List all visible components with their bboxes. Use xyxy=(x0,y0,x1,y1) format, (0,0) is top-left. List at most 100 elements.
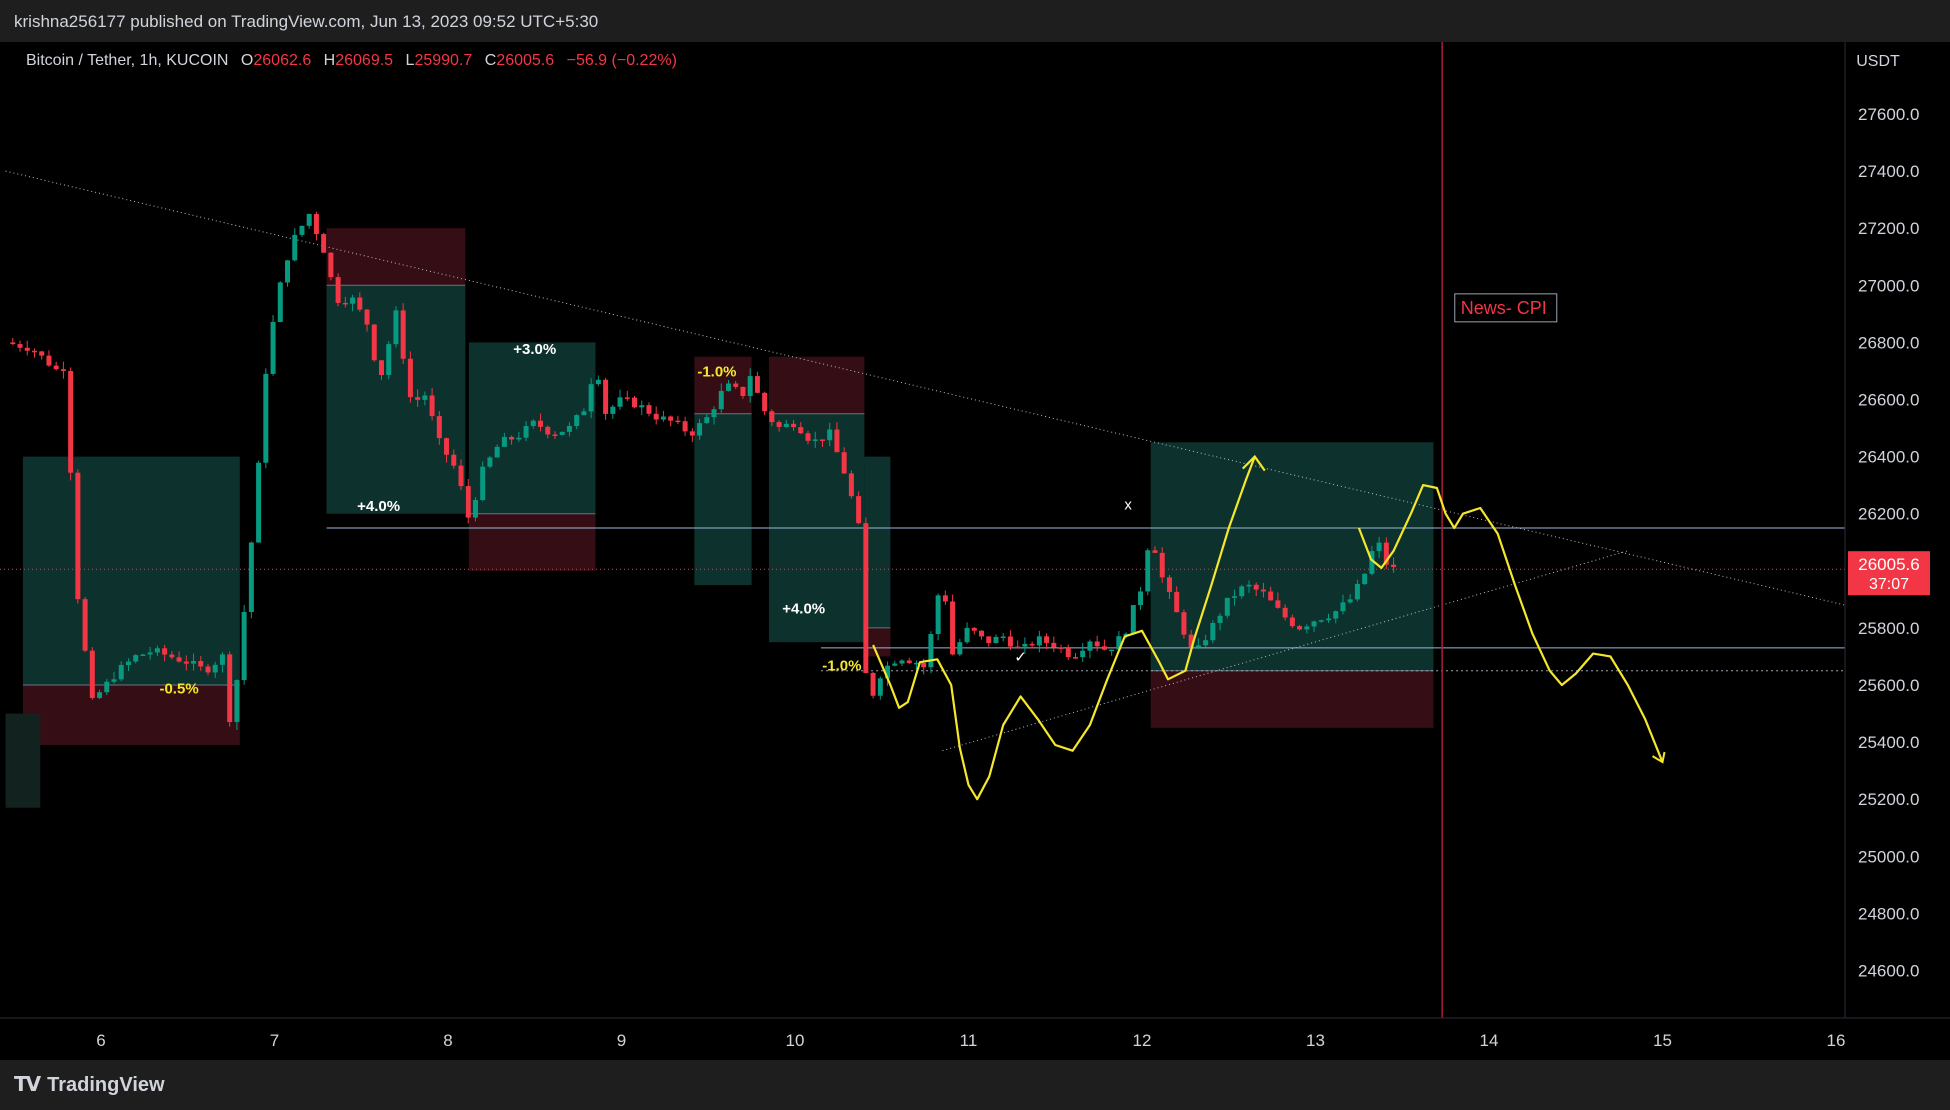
candle-body xyxy=(1362,573,1368,584)
candle-body xyxy=(545,426,551,435)
candle-body xyxy=(870,672,876,696)
candle-body xyxy=(10,342,16,345)
candle-body xyxy=(566,425,572,432)
candle-body xyxy=(783,423,789,427)
candle-body xyxy=(704,417,710,424)
profit-zone-0 xyxy=(22,456,240,685)
time-tick-4: 10 xyxy=(786,1031,805,1050)
last-price-badge xyxy=(1848,551,1930,596)
candle-body xyxy=(299,225,305,235)
candle-body xyxy=(1383,542,1389,565)
candle-body xyxy=(378,360,384,376)
candle-body xyxy=(747,376,753,396)
candle-body xyxy=(762,392,768,412)
position-boxes xyxy=(5,228,1434,808)
price-tick-8: 25800.0 xyxy=(1858,619,1919,638)
candle-body xyxy=(653,413,659,420)
candle-body xyxy=(219,654,225,665)
projection-path xyxy=(872,456,1256,801)
price-tick-5: 26600.0 xyxy=(1858,391,1919,410)
candle-body xyxy=(1347,599,1353,603)
candle-body xyxy=(400,310,406,359)
check-mark: ✓ xyxy=(1014,649,1027,666)
tradingview-logo-icon: TV xyxy=(14,1072,41,1096)
candle-body xyxy=(1376,542,1382,552)
candle-body xyxy=(574,415,580,426)
candle-body xyxy=(733,383,739,387)
candle-body xyxy=(371,324,377,361)
candle-body xyxy=(24,347,30,351)
footer-bar: TV TradingView xyxy=(0,1060,1950,1110)
candle-body xyxy=(256,462,262,543)
price-tick-2: 27200.0 xyxy=(1858,219,1919,238)
trade-label-4: +4.0% xyxy=(782,601,825,618)
symbol-legend: Bitcoin / Tether, 1h, KUCOIN O26062.6 H2… xyxy=(26,52,677,70)
price-tick-3: 27000.0 xyxy=(1858,276,1919,295)
candle-body xyxy=(1333,611,1339,619)
candle-body xyxy=(863,523,869,673)
price-tick-11: 25200.0 xyxy=(1858,790,1919,809)
brand-name: TradingView xyxy=(47,1074,165,1096)
candle-body xyxy=(1007,636,1013,647)
candle-body xyxy=(393,310,399,345)
time-tick-2: 8 xyxy=(443,1031,452,1050)
candle-body xyxy=(89,650,95,698)
time-tick-9: 15 xyxy=(1653,1031,1672,1050)
trade-label-1: +4.0% xyxy=(357,498,400,515)
candle-body xyxy=(791,423,797,428)
candle-body xyxy=(1065,648,1071,658)
chart-svg[interactable]: -0.5% +4.0% +3.0% -1.0% +4.0% -1.0% x ✓ News- CP… xyxy=(0,42,1950,1060)
candle-body xyxy=(75,472,81,600)
candle-body xyxy=(147,652,153,655)
candle-body xyxy=(111,679,117,682)
trade-label-5: -1.0% xyxy=(822,658,861,675)
news-label-box xyxy=(1454,293,1558,323)
candle-body xyxy=(1224,597,1230,616)
candle-body xyxy=(451,454,457,466)
candle-body xyxy=(617,397,623,407)
candle-body xyxy=(682,421,688,432)
candle-body xyxy=(610,406,616,414)
candle-body xyxy=(118,665,124,680)
time-tick-3: 9 xyxy=(617,1031,626,1050)
candle-body xyxy=(31,350,37,353)
candle-body xyxy=(1138,591,1144,606)
profit-zone-5 xyxy=(864,456,891,628)
candle-body xyxy=(1109,649,1115,652)
candle-body xyxy=(538,420,544,427)
tradingview-logo[interactable]: TV TradingView xyxy=(14,1072,165,1097)
candle-body xyxy=(154,648,160,653)
candle-body xyxy=(552,434,558,436)
candle-body xyxy=(68,370,74,473)
candle-body xyxy=(913,662,919,665)
time-tick-1: 7 xyxy=(270,1031,279,1050)
candle-body xyxy=(227,654,233,723)
low-label: L xyxy=(405,52,415,69)
candle-body xyxy=(133,655,139,662)
candle-body xyxy=(530,420,536,426)
price-tick-10: 25400.0 xyxy=(1858,733,1919,752)
chart-area[interactable]: -0.5% +4.0% +3.0% -1.0% +4.0% -1.0% x ✓ News- CP… xyxy=(0,42,1950,1060)
countdown-text: 37:07 xyxy=(1869,576,1909,593)
candle-body xyxy=(46,355,52,366)
candle-body xyxy=(1181,612,1187,635)
candle-body xyxy=(248,542,254,612)
candle-body xyxy=(1239,586,1245,597)
projection-arrowhead xyxy=(1242,454,1266,472)
candle-body xyxy=(1000,636,1006,638)
price-tick-4: 26800.0 xyxy=(1858,333,1919,352)
candle-body xyxy=(292,234,298,261)
candle-body xyxy=(1044,636,1050,643)
position-box-stub xyxy=(5,713,41,808)
trade-label-2: +3.0% xyxy=(513,341,556,358)
candle-body xyxy=(1253,584,1259,590)
candle-body xyxy=(82,599,88,651)
publisher-bar: krishna256177 published on TradingView.c… xyxy=(0,0,1950,42)
candle-body xyxy=(971,627,977,631)
candle-body xyxy=(1195,645,1201,648)
candle-body xyxy=(1145,550,1151,592)
candle-body xyxy=(205,666,211,673)
close-label: C xyxy=(484,52,497,69)
axes: USDT 27600.0 27400.0 27200.0 27000.0 26800.0 2… xyxy=(0,42,1950,1050)
candle-body xyxy=(509,436,515,440)
